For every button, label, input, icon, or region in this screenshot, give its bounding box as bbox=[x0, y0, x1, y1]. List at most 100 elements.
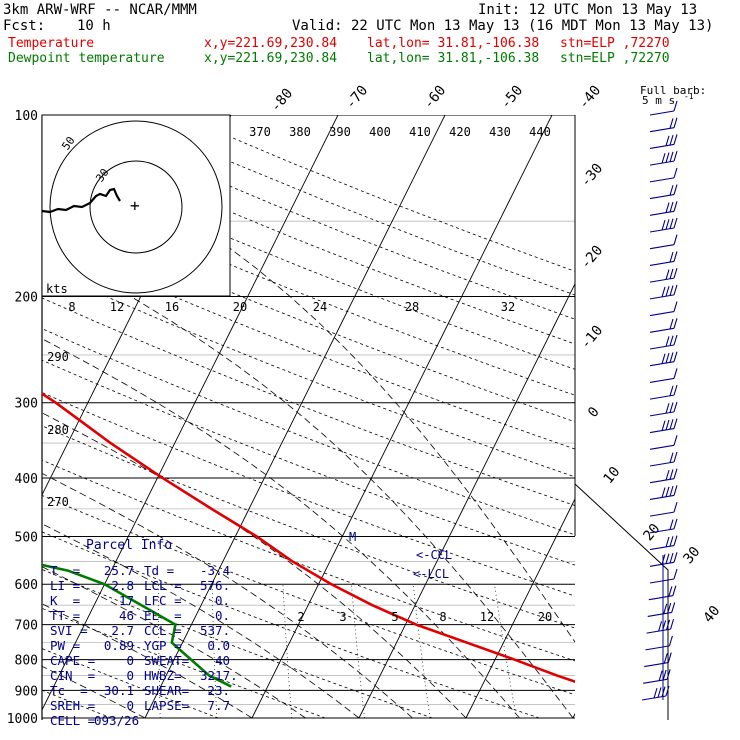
hodograph bbox=[41, 114, 231, 297]
isotherm-label: 0 bbox=[585, 404, 603, 421]
parcel-info-key: SHEAR= bbox=[144, 683, 190, 698]
theta-label: 440 bbox=[529, 125, 551, 139]
wind-barb bbox=[641, 685, 670, 701]
parcel-info-key: LFC = bbox=[144, 593, 182, 608]
mixing-ratio-label: 20 bbox=[233, 300, 247, 314]
parcel-info-value: 537. bbox=[200, 623, 231, 638]
hodograph-ring bbox=[89, 160, 183, 254]
valid-time: Valid: 22 UTC Mon 13 May 13 (16 MDT Mon … bbox=[292, 18, 714, 34]
moist-adiabat-line bbox=[42, 566, 306, 719]
parcel-info-value: 093/26 bbox=[94, 713, 140, 728]
parcel-info-value: 0. bbox=[214, 608, 230, 623]
wind-barb bbox=[647, 602, 676, 617]
wind-barb bbox=[645, 635, 673, 651]
wind-barb bbox=[649, 301, 678, 317]
theta-label: 270 bbox=[47, 495, 69, 509]
barb-legend-title: Full barb: bbox=[640, 84, 706, 97]
parcel-info-row: CELL = 093/26 bbox=[50, 713, 270, 728]
wind-barb bbox=[649, 217, 678, 233]
parcel-info-row: T = 25.7 Td = -3.4 bbox=[50, 563, 270, 578]
wind-barb bbox=[649, 368, 678, 383]
isotherm-line bbox=[465, 497, 575, 719]
ccl-marker: <-CCL bbox=[416, 548, 452, 562]
parcel-info-value: 0.0 bbox=[207, 638, 230, 653]
pressure-tick-label: 500 bbox=[15, 530, 38, 545]
isotherm-label: -10 bbox=[578, 323, 607, 353]
wind-barb bbox=[649, 267, 678, 283]
mixing-ratio-label: 8 bbox=[68, 300, 75, 314]
dry-adiabat-line bbox=[42, 392, 575, 597]
hodograph-ring bbox=[49, 120, 223, 294]
parcel-info-key: K = bbox=[50, 593, 81, 608]
model-title: 3km ARW-WRF -- NCAR/MMM bbox=[3, 2, 197, 18]
parcel-info-row: K = 17 LFC = 0. bbox=[50, 593, 270, 608]
parcel-info-key: CAPE = bbox=[50, 653, 96, 668]
theta-label: 430 bbox=[489, 125, 511, 139]
mixing-ratio-label: 12 bbox=[480, 610, 494, 624]
parcel-info-value: 0 bbox=[126, 668, 134, 683]
wind-barb bbox=[649, 568, 678, 584]
parcel-info-value: 0 bbox=[126, 698, 134, 713]
parcel-info-key: CCL = bbox=[144, 623, 182, 638]
moist-adiabat-line bbox=[216, 237, 575, 643]
parcel-info-value: 576. bbox=[200, 578, 231, 593]
wind-barb bbox=[649, 100, 678, 116]
temperature-profile-line bbox=[42, 392, 575, 683]
wind-barb bbox=[643, 669, 671, 684]
wind-barb bbox=[649, 167, 678, 183]
fcst-label: Fcst: bbox=[3, 18, 46, 34]
parcel-info-value: 17 bbox=[118, 593, 134, 608]
isotherm-label: 40 bbox=[700, 603, 723, 626]
parcel-info-key: YGP = bbox=[144, 638, 182, 653]
hodograph-ring-label: 50 bbox=[59, 134, 77, 152]
isotherm-label: -20 bbox=[578, 243, 607, 273]
dry-adiabat-line bbox=[42, 267, 575, 478]
theta-label: 280 bbox=[47, 423, 69, 437]
dewpoint-stn: stn=ELP ,72270 bbox=[560, 51, 670, 66]
isotherm-label: 30 bbox=[680, 544, 703, 567]
wind-barb bbox=[649, 384, 678, 400]
pressure-tick-label: 300 bbox=[15, 397, 38, 412]
parcel-info-key: LI = bbox=[50, 578, 81, 593]
hodograph-center-mark: + bbox=[130, 196, 140, 215]
wind-barb bbox=[649, 435, 678, 450]
wind-barb bbox=[649, 501, 678, 517]
dry-adiabat-line bbox=[42, 494, 575, 696]
parcel-info-key: HWBZ= bbox=[144, 668, 182, 683]
hodograph-trace bbox=[41, 187, 121, 214]
init-time: Init: 12 UTC Mon 13 May 13 bbox=[478, 2, 698, 18]
wind-barb bbox=[649, 234, 678, 250]
parcel-info-row: TT = 46 EL = 0. bbox=[50, 608, 270, 623]
parcel-info-value: 0 bbox=[126, 653, 134, 668]
parcel-info-key: T = bbox=[50, 563, 81, 578]
hodograph-ring-label: 30 bbox=[93, 166, 111, 184]
dewpoint-profile-line bbox=[42, 563, 232, 688]
parcel-info-row: CIN = 0 HWBZ= 3217. bbox=[50, 668, 270, 683]
wind-barb bbox=[649, 150, 678, 166]
mixing-ratio-label: 5 bbox=[391, 610, 398, 624]
parcel-info-row: Tc = 30.1 SHEAR= 23. bbox=[50, 683, 270, 698]
pressure-tick-label: 700 bbox=[15, 619, 38, 634]
parcel-info-row: PW = 0.89 YGP = 0.0 bbox=[50, 638, 270, 653]
parcel-info-key: SREH = bbox=[50, 698, 96, 713]
isotherm-line bbox=[42, 115, 232, 496]
parcel-info-key: CIN = bbox=[50, 668, 96, 683]
parcel-info-key: Td = bbox=[144, 563, 175, 578]
theta-label: 380 bbox=[289, 125, 311, 139]
wind-barb bbox=[649, 201, 678, 216]
dry-adiabat-line bbox=[0, 115, 4, 718]
mixing-ratio-label: 24 bbox=[313, 300, 327, 314]
wind-barb bbox=[649, 318, 678, 333]
parcel-info-key: CELL = bbox=[50, 713, 96, 728]
wind-barb bbox=[649, 485, 678, 500]
wind-barb bbox=[649, 334, 678, 350]
theta-label: 400 bbox=[369, 125, 391, 139]
mixing-ratio-label: 32 bbox=[501, 300, 515, 314]
wind-barb bbox=[649, 401, 678, 417]
theta-label: 390 bbox=[329, 125, 351, 139]
parcel-info-key: PW = bbox=[50, 638, 81, 653]
theta-label: 370 bbox=[249, 125, 271, 139]
parcel-info-key: EL = bbox=[144, 608, 182, 623]
theta-label: 290 bbox=[47, 350, 69, 364]
